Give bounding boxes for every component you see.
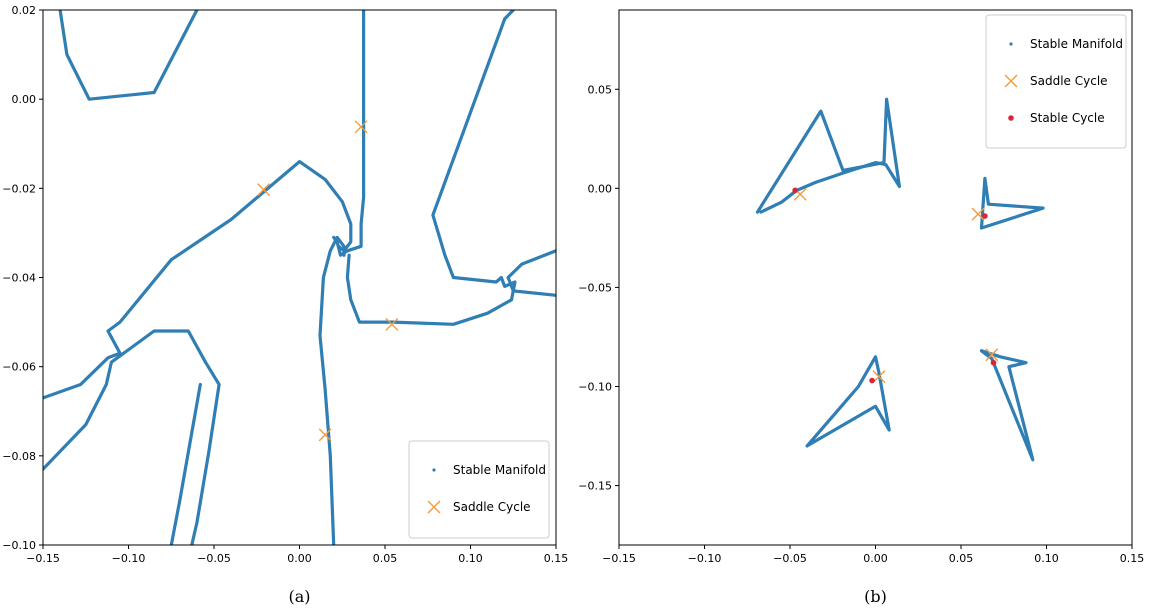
stable-manifold-curve <box>43 329 221 545</box>
plot-area <box>43 10 556 545</box>
legend-saddle-swatch <box>427 500 441 514</box>
stable-manifold-curve <box>345 10 517 326</box>
x-tick-label: −0.10 <box>688 552 722 565</box>
plot-area <box>755 97 1045 462</box>
x-tick-label: −0.05 <box>773 552 807 565</box>
saddle-cycle-marker <box>872 370 886 384</box>
y-tick-label: 0.05 <box>588 83 613 96</box>
y-tick-label: −0.10 <box>2 539 36 552</box>
y-tick-label: −0.02 <box>2 182 36 195</box>
y-tick-label: −0.06 <box>2 361 36 374</box>
legend-stable-swatch <box>1008 115 1014 121</box>
legend-manifold-swatch <box>432 468 436 472</box>
stable-manifold-curve <box>332 10 366 257</box>
stable-manifold-curve <box>755 97 901 214</box>
x-tick-label: 0.15 <box>544 552 569 565</box>
legend-saddle-swatch <box>1004 74 1018 88</box>
stable-cycle-marker <box>792 187 798 194</box>
saddle-cycle-marker <box>385 317 399 331</box>
stable-manifold-curve <box>43 160 353 400</box>
saddle-cycle-marker <box>971 207 985 221</box>
legend-item: Stable Cycle <box>1008 111 1105 125</box>
chart-b: −0.15 −0.10 −0.05 0.00 0.05 0.10 0.15 0.05 0.00 −… <box>578 9 1145 606</box>
legend-item: Saddle Cycle <box>427 500 531 514</box>
x-tick-label: 0.15 <box>1120 552 1145 565</box>
y-tick-label: −0.08 <box>2 450 36 463</box>
y-tick-label: −0.05 <box>578 281 612 294</box>
y-tick-label: 0.00 <box>588 182 613 195</box>
stable-cycle-marker <box>869 377 875 384</box>
x-tick-label: −0.05 <box>197 552 231 565</box>
stable-cycle-marker <box>982 213 988 219</box>
legend-manifold-swatch <box>1009 42 1013 46</box>
saddle-cycle-marker <box>257 183 271 197</box>
x-tick-label: 0.10 <box>458 552 483 565</box>
legend: Stable Manifold Saddle Cycle <box>408 440 550 539</box>
chart-a: −0.15 −0.10 −0.05 0.00 0.05 0.10 0.150.020.00−… <box>2 4 568 606</box>
y-tick-label: 0.02 <box>12 4 37 17</box>
legend-item: Saddle Cycle <box>1004 74 1108 88</box>
subfigure-caption: (b) <box>864 587 887 606</box>
stable-cycle-marker <box>990 359 997 366</box>
x-tick-label: −0.15 <box>602 552 636 565</box>
legend: Stable Manifold Saddle Cycle Stable Cycle <box>985 14 1127 149</box>
x-tick-label: −0.15 <box>26 552 60 565</box>
x-tick-label: 0.05 <box>949 552 974 565</box>
saddle-cycle-marker <box>985 348 999 362</box>
y-tick-label: −0.10 <box>578 380 612 393</box>
y-tick-label: −0.04 <box>2 272 36 285</box>
legend-label: Saddle Cycle <box>453 500 531 514</box>
x-tick-label: −0.10 <box>112 552 146 565</box>
legend-item: Stable Manifold <box>432 463 546 477</box>
x-tick-label: 0.05 <box>373 552 398 565</box>
y-tick-label: 0.00 <box>12 93 37 106</box>
saddle-cycle-marker <box>318 428 332 442</box>
legend-label: Stable Cycle <box>1030 111 1105 125</box>
legend-label: Stable Manifold <box>1030 37 1123 51</box>
stable-manifold-curve <box>58 10 199 101</box>
legend-label: Stable Manifold <box>453 463 546 477</box>
legend-label: Saddle Cycle <box>1030 74 1108 88</box>
saddle-cycle-marker <box>354 120 368 134</box>
y-tick-label: −0.15 <box>578 480 612 493</box>
stable-manifold-curve <box>169 382 202 545</box>
x-tick-label: 0.00 <box>287 552 312 565</box>
stable-manifold-curve <box>805 355 891 448</box>
stable-manifold-curve <box>318 235 346 545</box>
legend-item: Stable Manifold <box>1009 37 1123 51</box>
x-tick-label: 0.10 <box>1034 552 1059 565</box>
stable-manifold-curve <box>506 249 556 297</box>
stable-manifold-curve <box>979 176 1045 230</box>
subfigure-caption: (a) <box>288 587 310 606</box>
stable-manifold-curve <box>979 349 1035 462</box>
x-tick-label: 0.00 <box>863 552 888 565</box>
